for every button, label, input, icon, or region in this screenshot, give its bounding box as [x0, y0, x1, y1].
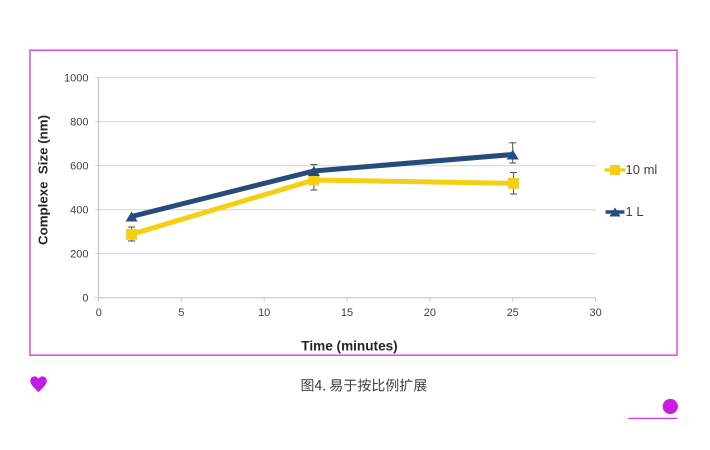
svg-text:400: 400 — [70, 205, 88, 217]
svg-text:1000: 1000 — [64, 73, 88, 85]
svg-text:25: 25 — [507, 307, 519, 319]
svg-text:600: 600 — [70, 161, 88, 173]
svg-text:0: 0 — [82, 293, 88, 305]
svg-text:Complexe Size (nm): Complexe Size (nm) — [35, 115, 50, 245]
svg-text:15: 15 — [341, 307, 353, 319]
svg-text:1 L: 1 L — [626, 204, 644, 219]
svg-text:800: 800 — [70, 117, 88, 129]
svg-text:0: 0 — [96, 307, 102, 319]
svg-text:10: 10 — [258, 307, 270, 319]
svg-text:Time (minutes): Time (minutes) — [301, 339, 397, 354]
svg-text:5: 5 — [178, 307, 184, 319]
svg-text:20: 20 — [424, 307, 436, 319]
svg-text:10 ml: 10 ml — [626, 162, 658, 177]
svg-text:200: 200 — [70, 249, 88, 261]
svg-text:30: 30 — [589, 307, 601, 319]
